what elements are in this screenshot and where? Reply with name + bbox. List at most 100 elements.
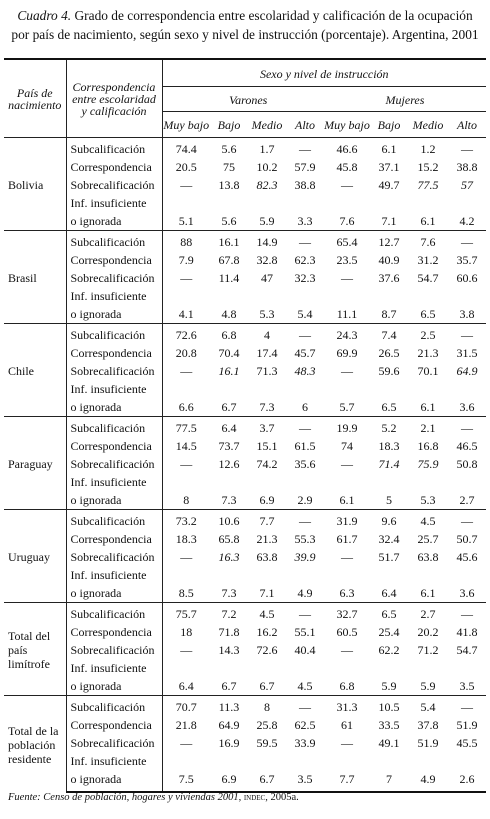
table-row: Paraguay Subcalificación 77.5 6.4 3.7—19.9 5.…: [4, 416, 486, 510]
value-cell: 7.4: [370, 323, 408, 344]
table-row: Sobrecalificación — 12.6 74.2 35.6 — 71.4 75.9 5…: [4, 455, 486, 473]
value-cell: 21.8: [175, 718, 197, 732]
row-label: Subcalificación: [66, 323, 163, 344]
value-cell: 37.8: [417, 718, 439, 732]
value-cell: 8.7: [381, 307, 397, 321]
value-cell: 4: [248, 323, 286, 344]
row-label: Sobrecalificación: [66, 176, 163, 194]
value-cell: 6.1: [339, 493, 355, 507]
value-cell: 88: [162, 230, 210, 251]
table-row: Sobrecalificación — 16.9 59.5 33.9 — 49.1 51.9 4…: [4, 734, 486, 752]
value-cell: 7.5: [162, 752, 210, 793]
value-cell: 13.8: [218, 178, 240, 192]
value-cell: —: [286, 416, 324, 437]
value-cell: 6.7: [221, 400, 237, 414]
value-cell: 6.7: [248, 752, 286, 793]
value-cell: 45.8: [336, 160, 358, 174]
value-cell: 20.2: [417, 625, 439, 639]
value-cell: 33.5: [378, 718, 400, 732]
row-label: Sobrecalificación: [66, 548, 163, 566]
value-cell: 25.4: [378, 625, 400, 639]
value-cell: 18.3: [175, 532, 197, 546]
row-label: Correspondencia: [66, 437, 163, 455]
table-row: Brasil Subcalificación 88 16.1 14.9—65.4 12.7…: [4, 230, 486, 324]
value-cell: 10.5: [370, 695, 408, 716]
value-cell: 1.7: [248, 137, 286, 158]
value-cell: 59.5: [256, 736, 278, 750]
value-cell: 21.3: [417, 346, 439, 360]
value-cell: —: [180, 178, 193, 192]
value-cell: 5.9: [259, 214, 275, 228]
value-cell: 75.7: [162, 602, 210, 623]
value-cell: 73.7: [218, 439, 240, 453]
value-cell: 6.4: [178, 679, 194, 693]
value-cell: 4.5: [408, 509, 448, 530]
value-cell: 51.9: [456, 718, 478, 732]
value-cell: 70.7: [162, 695, 210, 716]
value-cell: —: [286, 695, 324, 716]
row-label: Inf. insuficiente o ignorada: [66, 566, 163, 603]
value-cell: 62.2: [378, 643, 400, 657]
value-cell: 1.2: [408, 137, 448, 158]
value-cell: 4.5: [297, 679, 313, 693]
value-cell: 65.4: [324, 230, 370, 251]
value-cell: 4.1: [178, 307, 194, 321]
value-cell: 4.9: [297, 586, 313, 600]
value-cell: 14.9: [248, 230, 286, 251]
value-cell: 16.1: [210, 230, 248, 251]
country-name: Uruguay: [4, 509, 67, 603]
table-row: Inf. insuficiente o ignorada 6.6 6.7 7.3 6 5.…: [4, 380, 486, 417]
value-cell: 7.3: [259, 400, 275, 414]
row-label: Sobrecalificación: [66, 362, 163, 380]
table-row: Sobrecalificación — 16.1 71.3 48.3 — 59.6 70.1 6…: [4, 362, 486, 380]
header-row: País de nacimiento Correspondencia entre …: [4, 58, 486, 138]
level-header: Medio: [412, 118, 444, 132]
value-cell: 3.7: [248, 416, 286, 437]
value-cell: 50.7: [456, 532, 478, 546]
table-row: Bolivia Subcalificación 74.4 5.6 1.7—46.6 6.1…: [4, 137, 486, 231]
value-cell: 4.5: [248, 602, 286, 623]
value-cell: 37.1: [378, 160, 400, 174]
value-cell: 74.4: [162, 137, 210, 158]
value-cell: 4.8: [221, 307, 237, 321]
row-label: Subcalificación: [66, 137, 163, 158]
level-header: Alto: [295, 118, 315, 132]
value-cell: 4.9: [408, 752, 448, 793]
value-cell: 61: [341, 718, 353, 732]
value-cell: 46.6: [324, 137, 370, 158]
value-cell: 7.6: [408, 230, 448, 251]
level-header: Bajo: [217, 118, 241, 132]
header-row: Varones Mujeres: [4, 86, 486, 112]
data-table: País de nacimiento Correspondencia entre …: [4, 58, 486, 793]
value-cell: —: [180, 736, 193, 750]
value-cell: —: [180, 364, 193, 378]
value-cell: 40.9: [378, 253, 400, 267]
value-cell: 70.1: [417, 364, 439, 378]
value-cell: 35.6: [294, 457, 316, 471]
value-cell: 60.5: [336, 625, 358, 639]
value-cell: 6.7: [259, 679, 275, 693]
value-cell: —: [286, 509, 324, 530]
value-cell: —: [448, 323, 486, 344]
value-cell: 4.2: [459, 214, 475, 228]
value-cell: 71.2: [417, 643, 439, 657]
value-cell: 14.5: [175, 439, 197, 453]
value-cell: 6.3: [339, 586, 355, 600]
country-name: Total del país limítrofe: [4, 602, 67, 696]
value-cell: 16.2: [256, 625, 278, 639]
value-cell: 57: [461, 178, 473, 192]
value-cell: 45.6: [456, 550, 478, 564]
value-cell: 24.3: [324, 323, 370, 344]
row-label: Correspondencia: [66, 344, 163, 362]
table-row: Inf. insuficiente o ignorada 6.4 6.7 6.7 4.5…: [4, 659, 486, 696]
value-cell: 6.8: [210, 323, 248, 344]
table-row: Correspondencia 18 71.8 16.2 55.1 60.5 25.4 20.…: [4, 623, 486, 641]
correspondence-header: Correspondencia entre escolaridad y cali…: [66, 58, 163, 138]
value-cell: 6.7: [221, 679, 237, 693]
value-cell: 21.3: [256, 532, 278, 546]
value-cell: —: [448, 695, 486, 716]
value-cell: 5.3: [259, 307, 275, 321]
value-cell: 32.7: [324, 602, 370, 623]
value-cell: 9.6: [370, 509, 408, 530]
value-cell: 6.5: [381, 400, 397, 414]
